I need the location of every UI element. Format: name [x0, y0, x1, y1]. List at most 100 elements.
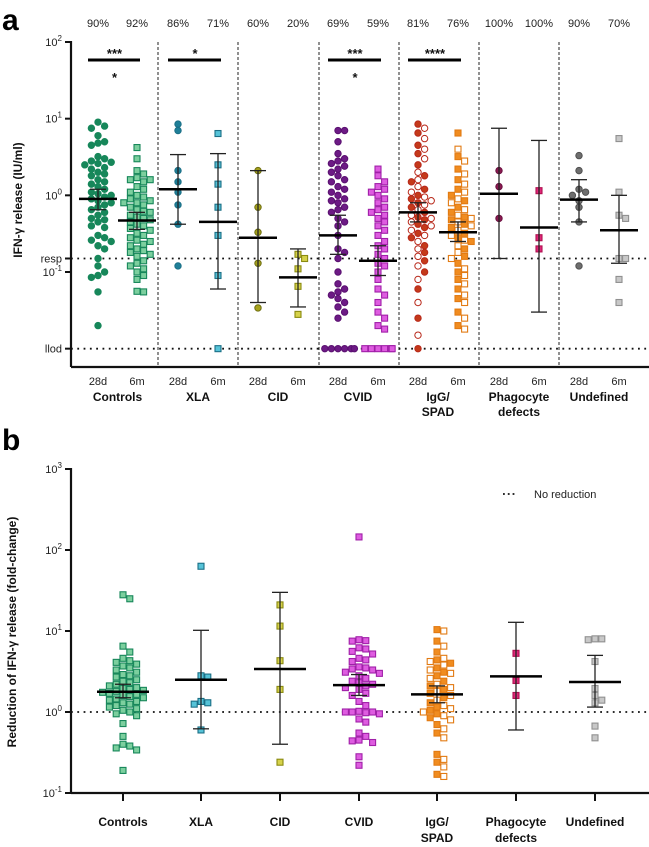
data-point-square: [134, 669, 140, 675]
data-point-circle: [341, 286, 347, 292]
data-point-circle: [335, 345, 341, 351]
data-point-square: [462, 246, 468, 252]
data-point-square: [134, 706, 140, 712]
data-point-square: [448, 255, 454, 261]
data-point-circle: [341, 163, 347, 169]
data-point-circle: [415, 150, 421, 156]
data-point-square: [120, 733, 126, 739]
data-point-circle: [421, 249, 427, 255]
responder-percent: 71%: [207, 18, 229, 30]
data-point-square: [134, 175, 140, 181]
data-point-square: [441, 628, 447, 634]
data-point-square: [376, 711, 382, 717]
data-point-square: [455, 196, 461, 202]
data-point-circle: [101, 179, 107, 185]
data-point-square: [441, 713, 447, 719]
group-label: Phagocyte: [486, 815, 547, 829]
data-point-square: [215, 131, 221, 137]
data-point-square: [375, 173, 381, 179]
data-point-circle: [415, 315, 421, 321]
data-point-square: [349, 659, 355, 665]
data-point-circle: [95, 119, 101, 125]
data-point-square: [141, 186, 147, 192]
data-point-square: [302, 255, 308, 261]
data-point-square: [106, 704, 112, 710]
significance-stars-secondary: *: [112, 70, 118, 85]
data-point-circle: [95, 255, 101, 261]
timepoint-label: 28d: [249, 376, 267, 388]
data-point-square: [141, 273, 147, 279]
data-point-circle: [322, 345, 328, 351]
panel-b-legend: No reduction: [503, 489, 596, 501]
data-point-circle: [335, 183, 341, 189]
data-point-circle: [328, 198, 334, 204]
series-IgG-28d: [399, 121, 437, 352]
data-point-square: [349, 678, 355, 684]
data-point-square: [441, 756, 447, 762]
data-point-square: [363, 665, 369, 671]
data-point-square: [127, 658, 133, 664]
group-label: Phagocyte: [489, 390, 550, 404]
data-point-square: [356, 737, 362, 743]
data-point-square: [113, 696, 119, 702]
data-point-square: [141, 208, 147, 214]
series-Undefined-28d: [560, 152, 598, 269]
data-point-circle: [415, 332, 421, 338]
data-point-circle: [415, 345, 421, 351]
data-point-square: [434, 711, 440, 717]
data-point-square: [356, 664, 362, 670]
data-point-square: [616, 136, 622, 142]
data-point-circle: [415, 142, 421, 148]
data-point-square: [141, 266, 147, 272]
data-point-square: [375, 207, 381, 213]
data-point-square: [349, 648, 355, 654]
data-point-square: [441, 703, 447, 709]
data-point-square: [120, 700, 126, 706]
data-point-circle: [95, 219, 101, 225]
data-point-circle: [421, 243, 427, 249]
data-point-circle: [335, 255, 341, 261]
data-point-circle: [415, 246, 421, 252]
data-point-square: [127, 177, 133, 183]
data-point-square: [127, 596, 133, 602]
data-point-circle: [335, 289, 341, 295]
data-point-square: [113, 703, 119, 709]
timepoint-label: 28d: [169, 376, 187, 388]
timepoint-label: 6m: [370, 376, 385, 388]
data-point-circle: [341, 309, 347, 315]
timepoint-label: 6m: [531, 376, 546, 388]
data-point-square: [134, 237, 140, 243]
series-XLA-28d: [159, 121, 197, 269]
data-point-circle: [101, 123, 107, 129]
data-point-circle: [95, 176, 101, 182]
data-point-square: [623, 215, 629, 221]
group-label: Undefined: [570, 390, 629, 404]
y-tick-label: 101: [45, 111, 62, 126]
data-point-square: [462, 300, 468, 306]
data-point-square: [363, 719, 369, 725]
data-point-square: [448, 200, 454, 206]
timepoint-label: 28d: [89, 376, 107, 388]
data-point-square: [127, 196, 133, 202]
data-point-square: [616, 189, 622, 195]
data-point-square: [106, 697, 112, 703]
data-point-circle: [175, 127, 181, 133]
data-point-square: [127, 263, 133, 269]
data-point-circle: [408, 204, 414, 210]
group-label: CID: [270, 815, 291, 829]
data-point-square: [356, 637, 362, 643]
data-point-square: [382, 212, 388, 218]
data-point-circle: [415, 299, 421, 305]
group-label: IgG/: [425, 815, 449, 829]
data-point-square: [134, 747, 140, 753]
responder-percent: 100%: [525, 18, 553, 30]
responder-percent: 86%: [167, 18, 189, 30]
data-point-circle: [108, 238, 114, 244]
responder-percent: 70%: [608, 18, 630, 30]
data-point-square: [375, 166, 381, 172]
data-point-square: [448, 717, 454, 723]
data-point-square: [134, 246, 140, 252]
data-point-circle: [421, 232, 427, 238]
data-point-square: [441, 662, 447, 668]
group-label-line2: SPAD: [422, 405, 455, 419]
